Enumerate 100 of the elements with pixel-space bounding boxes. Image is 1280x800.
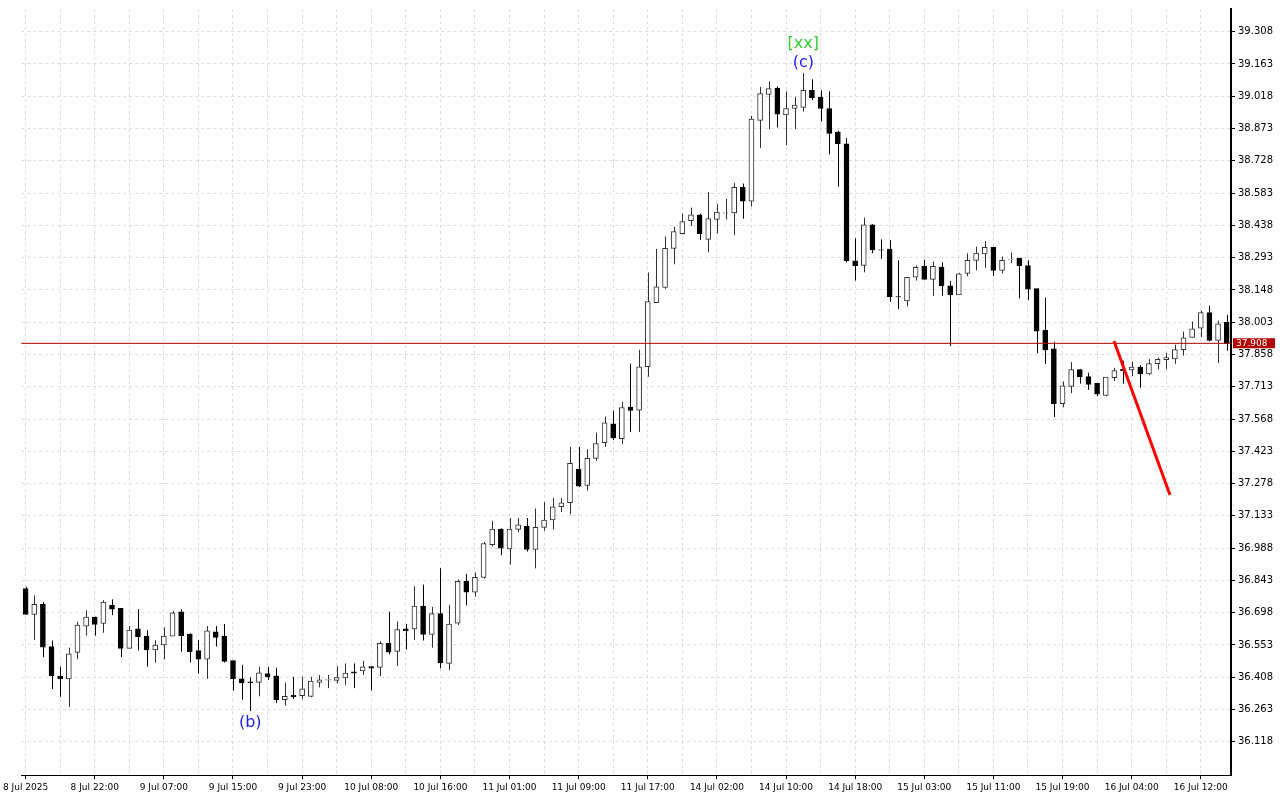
candlestick	[973, 246, 979, 271]
candlestick	[230, 660, 236, 692]
candlestick	[247, 676, 254, 712]
candlestick	[956, 272, 962, 296]
candlestick	[705, 191, 712, 253]
y-tick-label: 36.843	[1238, 574, 1274, 586]
x-tick-label: 11 Jul 01:00	[482, 781, 537, 792]
y-tick-label: 36.698	[1238, 606, 1274, 618]
candlestick	[282, 682, 288, 707]
candlestick	[852, 237, 858, 282]
y-tick-label: 39.018	[1238, 89, 1274, 101]
candlestick	[1025, 259, 1031, 301]
x-tick-label: 11 Jul 17:00	[620, 781, 676, 792]
candlestick	[688, 207, 694, 227]
x-tick-label: 15 Jul 11:00	[966, 781, 1021, 792]
candlestick	[368, 665, 375, 692]
candlestick	[523, 517, 530, 552]
x-tick-label: 15 Jul 19:00	[1035, 781, 1090, 792]
candlestick	[947, 280, 954, 347]
candlestick	[394, 620, 400, 667]
x-tick-label: 8 Jul 2025	[3, 781, 49, 792]
y-tick-label: 37.423	[1238, 444, 1274, 456]
y-tick-label: 36.408	[1238, 670, 1274, 682]
x-tick-label: 11 Jul 09:00	[551, 781, 606, 792]
x-tick-label: 14 Jul 18:00	[828, 781, 883, 792]
candlestick	[65, 647, 72, 708]
x-tick-label: 9 Jul 15:00	[208, 781, 258, 792]
x-tick-label: 14 Jul 02:00	[689, 781, 745, 792]
y-tick-label: 39.308	[1238, 25, 1274, 37]
candlestick	[152, 639, 159, 664]
candlestick	[1016, 257, 1023, 299]
candlestick	[904, 276, 910, 307]
y-tick-label: 36.553	[1238, 638, 1274, 650]
candlestick	[489, 520, 496, 547]
candlestick	[178, 608, 184, 653]
candlestick	[1042, 296, 1049, 365]
candlestick	[351, 662, 357, 689]
candlestick	[377, 640, 383, 677]
y-tick-label: 37.568	[1238, 412, 1274, 424]
y-tick-label: 36.263	[1238, 703, 1274, 715]
candlestick	[739, 183, 746, 220]
candlestick	[472, 571, 478, 598]
y-tick-label: 38.003	[1238, 315, 1274, 327]
y-tick-label: 38.583	[1238, 186, 1274, 198]
x-tick-label: 9 Jul 07:00	[139, 781, 189, 792]
candlestick	[1137, 364, 1144, 389]
y-tick-label: 38.873	[1238, 122, 1274, 134]
candlestick	[161, 626, 167, 660]
candlestick	[930, 260, 936, 297]
candlestick	[299, 676, 305, 700]
candlestick	[1215, 320, 1221, 364]
x-tick-label: 15 Jul 03:00	[897, 781, 952, 792]
y-tick-label: 37.278	[1238, 477, 1274, 489]
candlestick	[498, 527, 504, 556]
candlestick	[1068, 361, 1074, 394]
y-tick-label: 37.713	[1238, 380, 1274, 392]
x-tick-label: 10 Jul 08:00	[344, 781, 399, 792]
x-tick-label: 9 Jul 23:00	[278, 781, 327, 792]
y-tick-label: 36.988	[1238, 541, 1274, 553]
candlestick	[835, 130, 841, 188]
ref-line-label: 37.908	[1236, 337, 1268, 348]
candlestick	[186, 632, 193, 664]
candlestick	[463, 573, 470, 606]
candlestick	[809, 78, 815, 101]
x-tick-label: 8 Jul 22:00	[70, 781, 120, 792]
x-tick-label: 16 Jul 04:00	[1104, 781, 1159, 792]
candlestick	[1172, 344, 1178, 365]
candlestick	[342, 662, 349, 686]
candlestick	[428, 606, 435, 649]
candlestick	[593, 432, 599, 462]
candlestick	[31, 594, 38, 641]
y-tick-label: 37.133	[1238, 509, 1274, 521]
x-tick-label: 14 Jul 10:00	[759, 781, 814, 792]
y-tick-label: 38.728	[1238, 154, 1274, 166]
candlestick	[826, 90, 833, 155]
candlestick	[783, 90, 789, 146]
annotation: (c)	[792, 52, 814, 72]
x-tick-label: 10 Jul 16:00	[413, 781, 468, 792]
candlestick	[541, 501, 547, 532]
annotation: (b)	[238, 712, 262, 732]
candlestick	[1197, 310, 1204, 338]
candlestick	[714, 203, 720, 234]
candlestick	[670, 226, 677, 265]
candlestick	[212, 625, 219, 648]
y-tick-label: 36.118	[1238, 735, 1274, 747]
candlestick	[273, 667, 280, 704]
y-tick-label: 38.148	[1238, 283, 1274, 295]
y-tick-label: 38.293	[1238, 251, 1274, 263]
candlestick	[135, 608, 141, 652]
candlestick	[256, 666, 262, 697]
y-tick-label: 38.438	[1238, 218, 1274, 230]
candlestick	[765, 80, 772, 130]
y-tick-label: 39.163	[1238, 57, 1274, 69]
candlestick	[981, 240, 988, 269]
annotation: [xx]	[787, 33, 819, 53]
candlestick	[549, 497, 556, 531]
candlestick	[800, 72, 807, 113]
candlestick	[57, 666, 64, 698]
candlestick	[610, 410, 617, 441]
x-tick-label: 16 Jul 12:00	[1173, 781, 1229, 792]
